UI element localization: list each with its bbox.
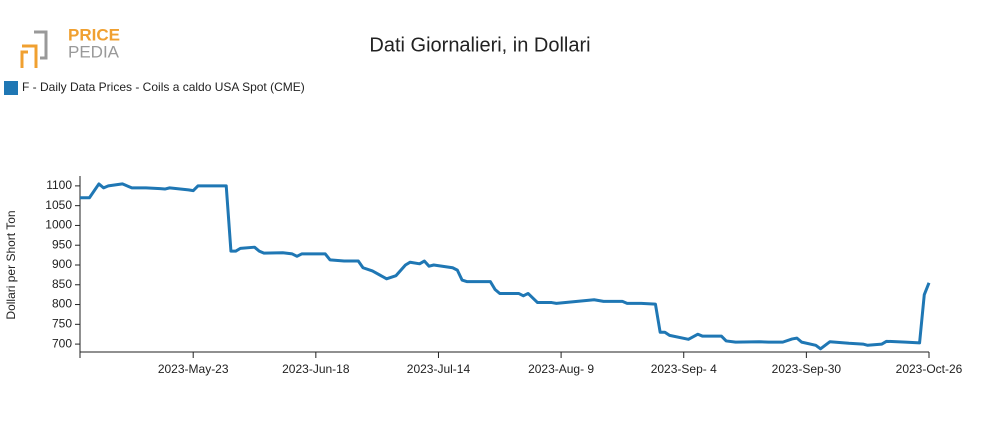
y-tick-label: 750: [52, 316, 72, 330]
x-tick-label: 2023-Aug- 9: [528, 362, 594, 376]
logo-text: PEDIA: [68, 42, 120, 61]
y-tick-label: 1000: [45, 218, 72, 232]
x-tick-label: 2023-Sep- 4: [651, 362, 717, 376]
legend-swatch: [4, 81, 18, 95]
x-tick-label: 2023-Oct-26: [896, 362, 963, 376]
x-tick-label: 2023-May-23: [158, 362, 229, 376]
x-tick-label: 2023-Jul-14: [407, 362, 471, 376]
y-tick-label: 800: [52, 297, 72, 311]
logo: PRICE PEDIA: [20, 25, 120, 68]
legend-label[interactable]: F - Daily Data Prices - Coils a caldo US…: [22, 80, 305, 94]
chart-title: Dati Giornalieri, in Dollari: [369, 34, 590, 56]
y-tick-label: 700: [52, 336, 72, 350]
line-series: [80, 182, 931, 351]
y-tick-label: 950: [52, 237, 72, 251]
y-tick-label: 1100: [46, 178, 72, 192]
logo-text: PRICE: [68, 25, 120, 44]
y-tick-label: 850: [52, 277, 72, 291]
x-tick-label: 2023-Sep-30: [772, 362, 842, 376]
y-tick-label: 1050: [45, 198, 72, 212]
x-tick-label: 2023-Jun-18: [282, 362, 350, 376]
logo-icon: [34, 30, 48, 60]
y-tick-label: 900: [52, 257, 72, 271]
logo-icon: [20, 44, 38, 68]
y-axis-label: Dollari per Short Ton: [4, 210, 18, 319]
